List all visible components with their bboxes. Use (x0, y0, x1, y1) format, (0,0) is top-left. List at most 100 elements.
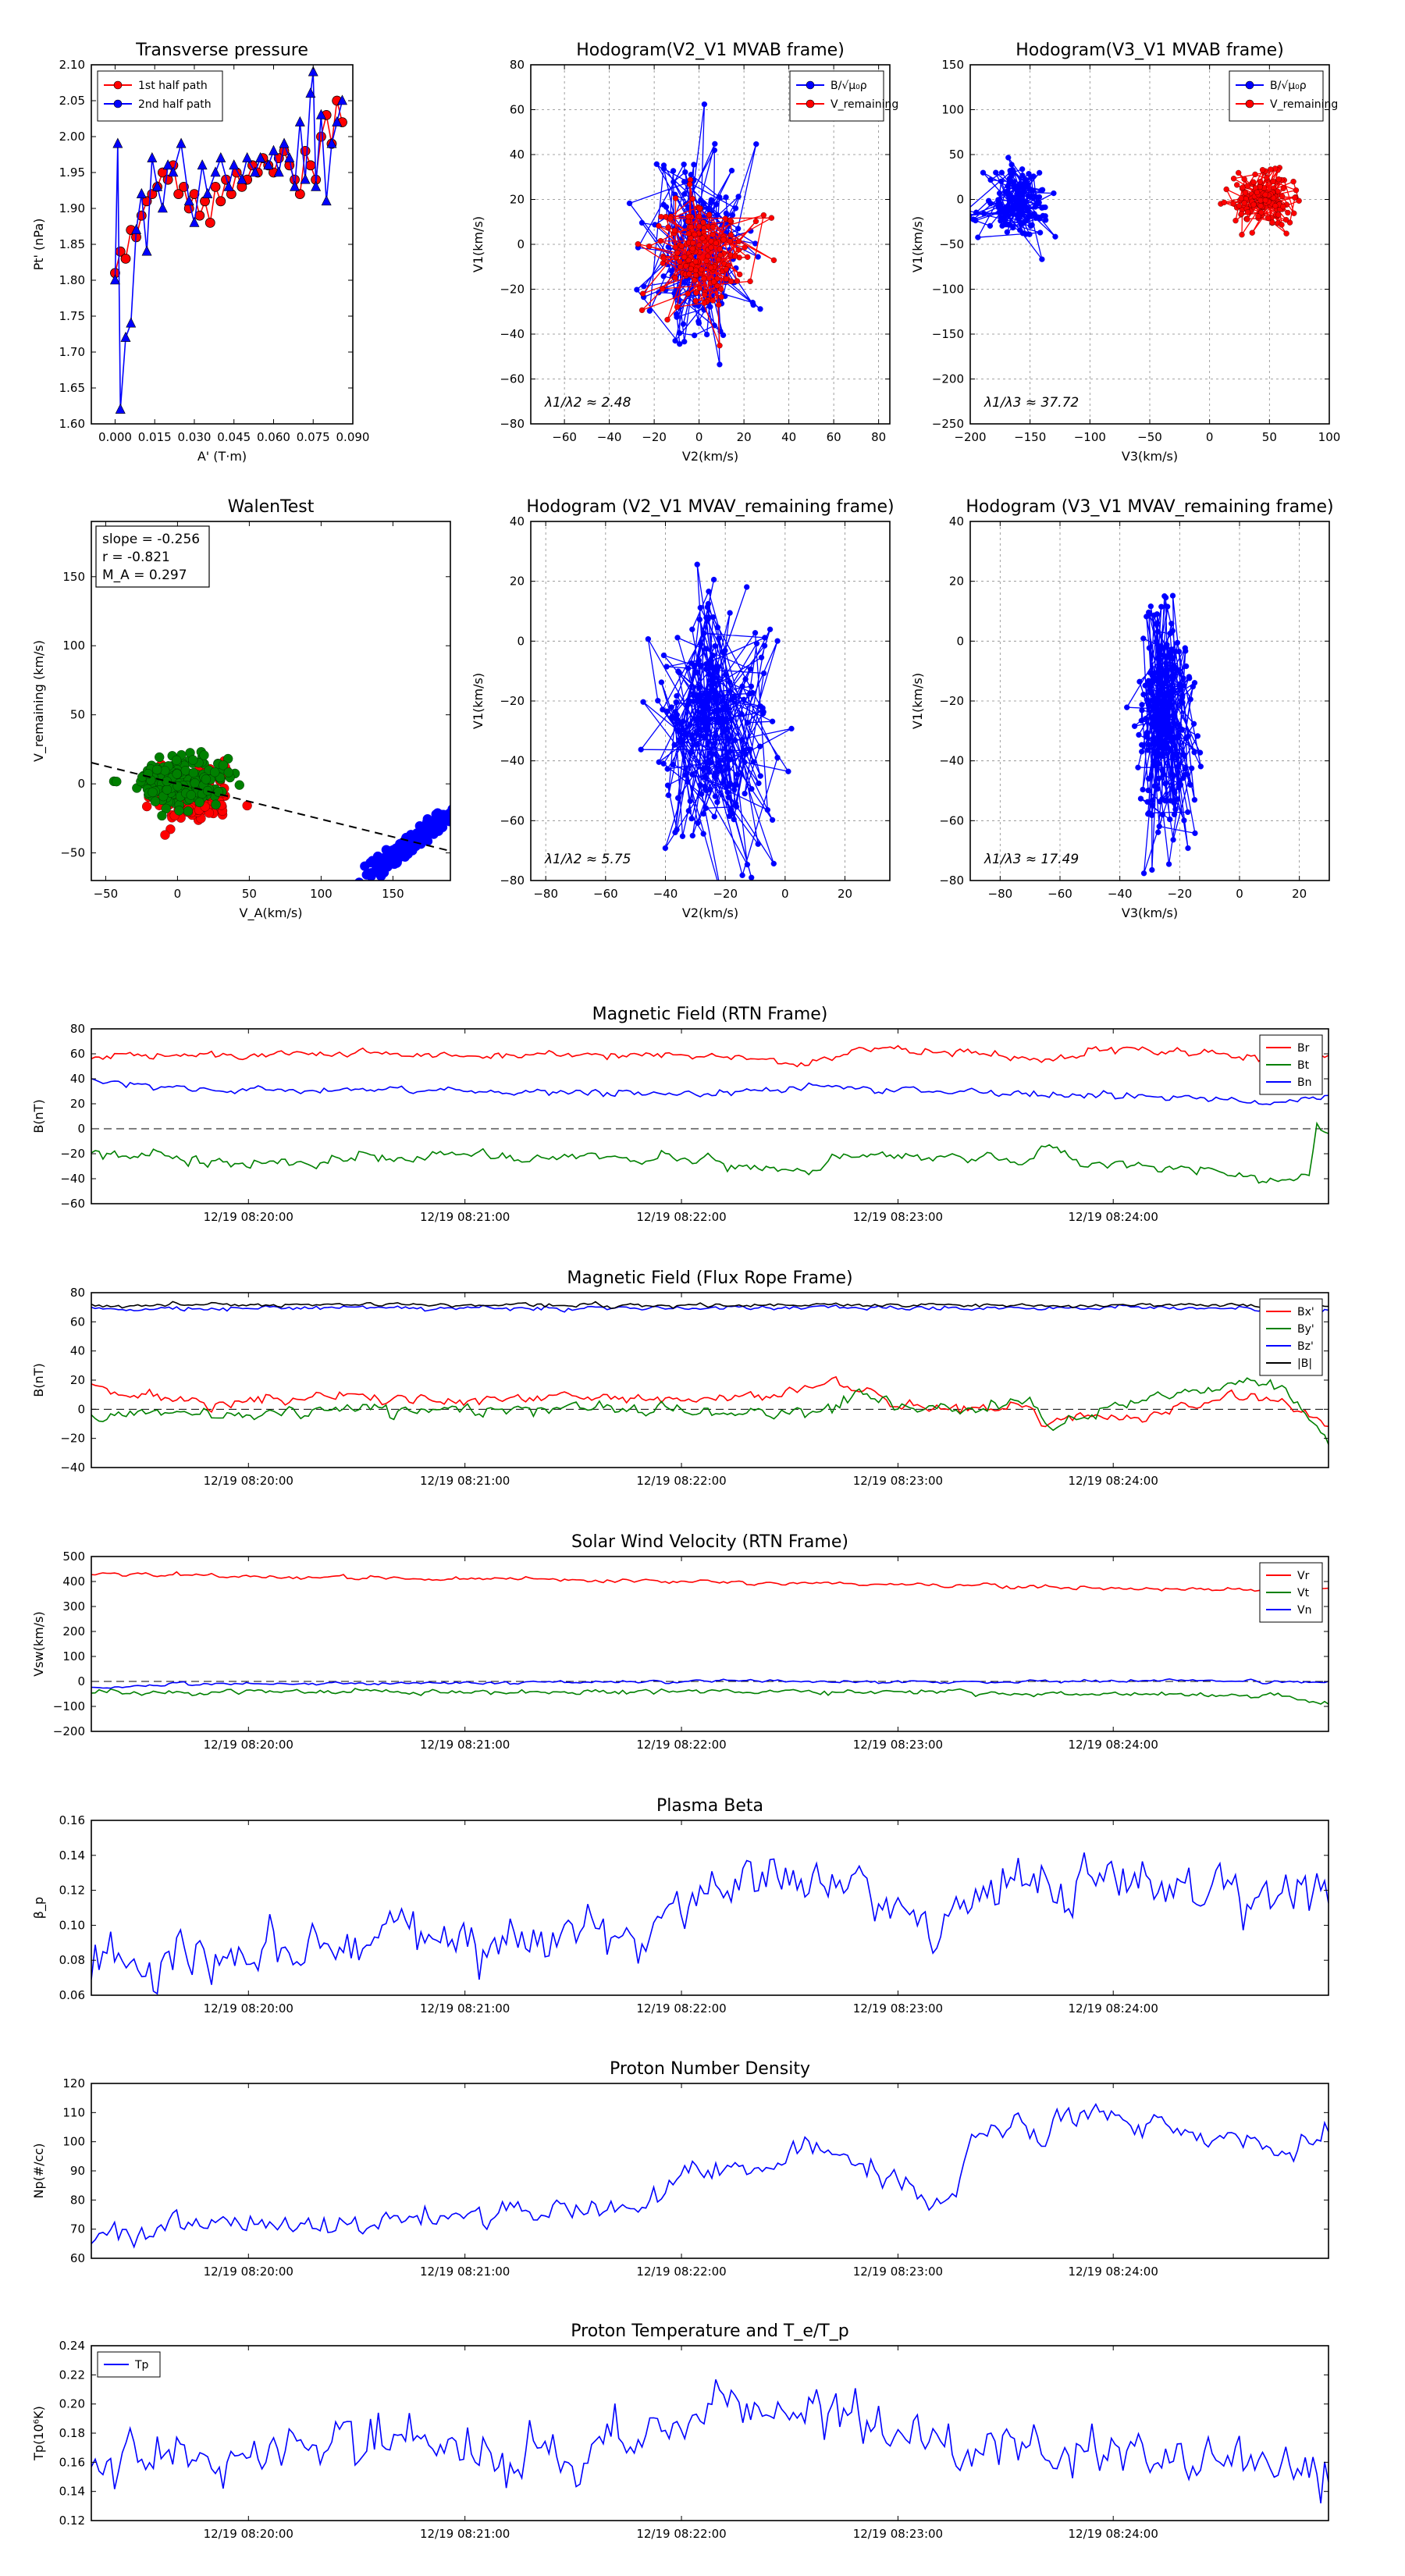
y-tick-label: 0 (77, 777, 85, 791)
data-point (1268, 166, 1274, 173)
data-point (744, 719, 751, 726)
x-tick-label: 150 (382, 887, 404, 901)
data-point (973, 209, 980, 215)
legend-label: Br (1297, 1042, 1310, 1055)
data-point (668, 714, 675, 720)
data-point (677, 258, 683, 265)
x-tick-label: 0.000 (98, 430, 132, 444)
y-tick-label: −80 (500, 873, 525, 888)
data-point (150, 796, 161, 806)
data-point (186, 790, 196, 800)
data-point (1183, 771, 1190, 777)
data-point (1154, 628, 1161, 635)
panel-hodo13r: −80 −60 −40 −20 0 20 −80 −60 −40 −20 0 20 40Hodogram… (910, 497, 1334, 920)
data-point (679, 833, 686, 839)
data-point (696, 684, 703, 691)
plot-body (626, 101, 777, 368)
data-point (726, 679, 733, 685)
data-point (727, 218, 734, 224)
data-point (1157, 647, 1163, 654)
data-point (1163, 724, 1170, 731)
data-point (1158, 702, 1165, 708)
data-point (1275, 212, 1282, 218)
data-point (1291, 210, 1297, 216)
data-point (739, 872, 745, 878)
data-point (696, 223, 702, 229)
legend-box (789, 70, 884, 122)
data-point (300, 173, 311, 184)
legend-label: Bx' (1297, 1306, 1314, 1318)
x-tick-label: 20 (737, 430, 752, 444)
data-point (1026, 170, 1032, 177)
data-point (1240, 184, 1246, 190)
data-point (223, 767, 233, 777)
legend-label: By' (1297, 1323, 1314, 1336)
y-tick-label: 20 (70, 1373, 85, 1387)
x-tick-label: 50 (242, 887, 257, 901)
data-point (1173, 752, 1180, 758)
data-point (667, 215, 674, 222)
data-point (660, 652, 667, 659)
data-point (1052, 233, 1058, 240)
data-point (1159, 811, 1166, 818)
data-point (767, 626, 774, 632)
data-point (1239, 232, 1245, 238)
data-point (690, 240, 696, 246)
data-point (727, 716, 735, 723)
data-point (1174, 796, 1181, 802)
data-point (1153, 678, 1160, 684)
y-tick-label: 110 (62, 2105, 85, 2119)
data-point (735, 238, 742, 244)
data-point (677, 738, 683, 745)
x-axis-label: V3(km/s) (1122, 906, 1178, 920)
y-tick-label: −20 (60, 1432, 85, 1446)
x-tick-label: 0 (695, 430, 703, 444)
panel-bfield_rtn: −60 −40 −20 0 20 40 60 80 12/19 08:20:00 12/19 08… (31, 1005, 1329, 1224)
data-point (183, 806, 194, 817)
data-point (1279, 193, 1286, 200)
data-point (294, 116, 305, 126)
data-point (1156, 760, 1162, 767)
y-tick-label: 0 (517, 634, 525, 648)
series-line-Vt (91, 1688, 1329, 1705)
data-point (354, 877, 364, 881)
data-point (753, 141, 759, 148)
data-point (757, 306, 763, 312)
data-point (120, 331, 131, 342)
data-point (980, 169, 987, 176)
data-point (1162, 781, 1168, 787)
data-point (210, 767, 220, 777)
legend-label: 2nd half path (138, 98, 212, 111)
data-point (179, 181, 189, 192)
data-point (1159, 753, 1166, 760)
data-point (752, 630, 759, 636)
data-point (688, 660, 695, 667)
cloud-path-V-remaining (639, 564, 792, 881)
data-point (703, 614, 710, 621)
data-point (242, 151, 253, 162)
data-point (735, 226, 742, 232)
x-tick-label: −40 (653, 887, 678, 901)
data-point (718, 286, 724, 293)
y-axis-label: V1(km/s) (910, 673, 925, 729)
data-point (1038, 187, 1044, 194)
x-tick-label: 12/19 08:24:00 (1069, 2001, 1158, 2016)
data-point (998, 218, 1004, 224)
y-tick-label: 80 (70, 1022, 85, 1036)
data-point (742, 790, 748, 797)
data-point (681, 772, 688, 778)
data-point (1241, 200, 1247, 206)
x-tick-label: 0.015 (138, 430, 172, 444)
data-point (1168, 621, 1175, 627)
data-point (1010, 224, 1016, 231)
data-point (718, 294, 724, 301)
data-point (761, 642, 768, 649)
data-point (655, 697, 661, 704)
legend-marker (806, 99, 815, 109)
series-line-|B| (91, 1300, 1329, 1311)
data-point (1170, 837, 1176, 843)
x-tick-label: 20 (1292, 887, 1307, 901)
series-line-Bz' (91, 1304, 1329, 1315)
y-tick-label: 0 (956, 193, 964, 207)
data-point (172, 769, 182, 779)
